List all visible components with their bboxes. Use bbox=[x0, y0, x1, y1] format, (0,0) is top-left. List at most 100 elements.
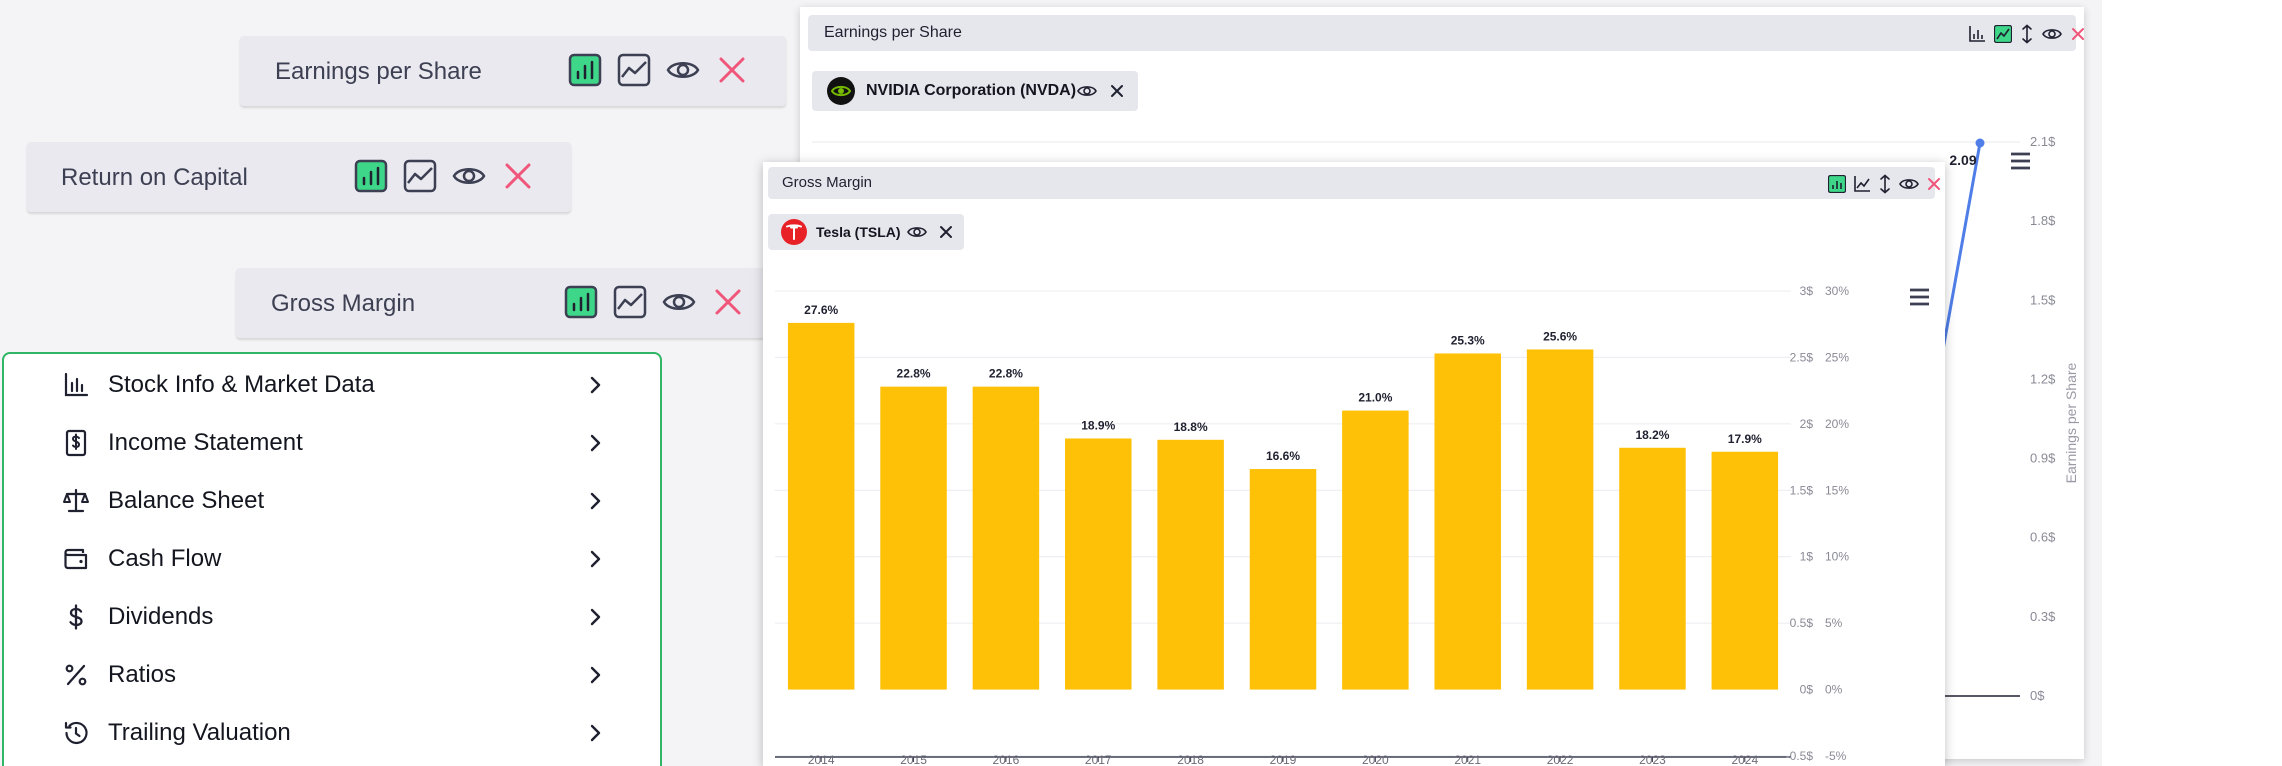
bar-2018[interactable] bbox=[1157, 439, 1224, 690]
y-tick-dollar: 1$ bbox=[1800, 550, 1814, 564]
x-tick-label: 2018 bbox=[1177, 753, 1204, 766]
company-chip-nvda[interactable]: NVIDIA Corporation (NVDA) bbox=[812, 71, 1138, 111]
x-tick-label: 2016 bbox=[993, 753, 1020, 766]
area-chart-toggle-icon[interactable] bbox=[403, 159, 437, 193]
bar-value-label: 25.6% bbox=[1543, 329, 1577, 343]
bar-chart-toggle-icon[interactable] bbox=[1968, 25, 1986, 43]
bar-value-label: 18.8% bbox=[1174, 420, 1208, 434]
bar-2017[interactable] bbox=[1065, 438, 1132, 690]
eps-chart: 2.09 2.1$ 1.8$ 1.5$ 1.2$ 0.9$ 0.6$ 0.3$ 0$ Earn… bbox=[812, 134, 2079, 703]
remove-close-icon[interactable] bbox=[501, 159, 535, 193]
x-tick-label: 2019 bbox=[1270, 753, 1297, 766]
bar-chart-toggle-icon[interactable] bbox=[568, 53, 602, 87]
y-tick-dollar: 2.5$ bbox=[1790, 350, 1814, 364]
tesla-logo-icon bbox=[781, 219, 807, 245]
visibility-eye-icon[interactable] bbox=[1899, 176, 1919, 192]
y-tick-dollar: 0$ bbox=[1800, 683, 1814, 697]
area-chart-toggle-icon[interactable] bbox=[613, 285, 647, 319]
line-chart-toggle-icon[interactable] bbox=[1994, 25, 2012, 43]
visibility-eye-icon[interactable] bbox=[1077, 83, 1097, 99]
remove-close-icon[interactable] bbox=[1110, 84, 1124, 98]
chip-return-on-capital[interactable]: Return on Capital bbox=[27, 142, 571, 212]
hamburger-menu-icon[interactable] bbox=[2011, 152, 2030, 170]
y-tick-percent: 0% bbox=[1825, 683, 1843, 697]
bar-2020[interactable] bbox=[1342, 410, 1409, 690]
chip-label: Return on Capital bbox=[61, 164, 248, 191]
bar-2015[interactable] bbox=[880, 386, 947, 690]
x-tick-label: 2020 bbox=[1362, 753, 1389, 766]
scales-icon bbox=[60, 485, 92, 517]
remove-close-icon[interactable] bbox=[715, 53, 749, 87]
eps-y-tick-label: 1.5$ bbox=[2030, 292, 2056, 307]
visibility-eye-icon[interactable] bbox=[452, 159, 486, 193]
eps-y-tick-label: 1.2$ bbox=[2030, 371, 2056, 386]
bar-2016[interactable] bbox=[972, 386, 1040, 690]
gross-margin-chart: 27.6% 22.8% 22.8% 18.9% 18.8% 16.6% 21.0% 25.3%… bbox=[775, 284, 1929, 766]
remove-close-icon[interactable] bbox=[2070, 26, 2086, 42]
remove-close-icon[interactable] bbox=[711, 285, 745, 319]
bar-chart-toggle-icon[interactable] bbox=[564, 285, 598, 319]
chevron-right-icon bbox=[590, 724, 601, 742]
bar-2023[interactable] bbox=[1619, 447, 1686, 690]
eps-y-tick-label: 1.8$ bbox=[2030, 213, 2056, 228]
x-tick-label: 2023 bbox=[1639, 753, 1666, 766]
wallet-icon bbox=[60, 543, 92, 575]
bar-value-label: 16.6% bbox=[1266, 449, 1300, 463]
area-chart-toggle-icon[interactable] bbox=[617, 53, 651, 87]
y-tick-dollar: 0.5$ bbox=[1790, 616, 1814, 630]
panel-title: Gross Margin bbox=[782, 174, 873, 191]
visibility-eye-icon[interactable] bbox=[666, 53, 700, 87]
chip-earnings-per-share[interactable]: Earnings per Share bbox=[240, 36, 786, 106]
visibility-eye-icon[interactable] bbox=[662, 285, 696, 319]
y-tick-percent: 25% bbox=[1825, 350, 1849, 364]
visibility-eye-icon[interactable] bbox=[2042, 26, 2062, 42]
remove-close-icon[interactable] bbox=[1926, 176, 1942, 192]
x-tick-label: 2024 bbox=[1731, 753, 1758, 766]
company-name: Tesla (TSLA) bbox=[816, 224, 901, 240]
bar-value-label: 22.8% bbox=[989, 367, 1023, 381]
menu-item-label: Dividends bbox=[108, 603, 214, 630]
menu-item-ratios[interactable]: Ratios bbox=[4, 647, 660, 703]
remove-close-icon[interactable] bbox=[939, 225, 953, 239]
company-chip-tsla[interactable]: Tesla (TSLA) bbox=[768, 214, 964, 250]
menu-item-cash-flow[interactable]: Cash Flow bbox=[4, 531, 660, 587]
y-tick-percent: 15% bbox=[1825, 483, 1849, 497]
chip-label: Earnings per Share bbox=[275, 58, 482, 85]
menu-item-dividends[interactable]: Dividends bbox=[4, 589, 660, 645]
bar-value-label: 21.0% bbox=[1358, 391, 1392, 405]
eps-axis-title: Earnings per Share bbox=[2063, 362, 2079, 483]
y-tick-percent: -5% bbox=[1825, 749, 1847, 763]
resize-vertical-icon[interactable] bbox=[2020, 24, 2034, 44]
hamburger-menu-icon[interactable] bbox=[1910, 288, 1929, 306]
chevron-right-icon bbox=[590, 376, 601, 394]
resize-vertical-icon[interactable] bbox=[1878, 174, 1892, 194]
eps-y-tick-label: 0.6$ bbox=[2030, 530, 2056, 545]
bar-2014[interactable] bbox=[787, 322, 855, 690]
y-tick-dollar: 3$ bbox=[1800, 284, 1814, 298]
menu-item-trailing-valuation[interactable]: Trailing Valuation bbox=[4, 705, 660, 761]
menu-item-balance-sheet[interactable]: Balance Sheet bbox=[4, 473, 660, 529]
eps-series-point bbox=[1975, 138, 1985, 148]
bar-value-label: 22.8% bbox=[897, 367, 931, 381]
dollar-icon bbox=[60, 601, 92, 633]
bar-value-label: 18.9% bbox=[1081, 418, 1115, 432]
y-tick-percent: 30% bbox=[1825, 284, 1849, 298]
bar-2022[interactable] bbox=[1526, 349, 1594, 690]
background-strip bbox=[2102, 0, 2282, 766]
line-chart-toggle-icon[interactable] bbox=[1853, 175, 1871, 193]
bar-chart-toggle-icon[interactable] bbox=[354, 159, 388, 193]
bar-2019[interactable] bbox=[1249, 469, 1317, 690]
eps-y-tick-label: 2.1$ bbox=[2030, 134, 2056, 149]
visibility-eye-icon[interactable] bbox=[907, 224, 927, 240]
bar-2024[interactable] bbox=[1711, 451, 1779, 690]
chip-gross-margin[interactable]: Gross Margin bbox=[236, 268, 782, 338]
menu-item-stock-info[interactable]: Stock Info & Market Data bbox=[4, 357, 660, 413]
bar-2021[interactable] bbox=[1434, 353, 1501, 690]
menu-item-income-statement[interactable]: Income Statement bbox=[4, 415, 660, 471]
x-tick-label: 2022 bbox=[1547, 753, 1574, 766]
bar-chart-toggle-icon[interactable] bbox=[1828, 175, 1846, 193]
dollar-document-icon bbox=[60, 427, 92, 459]
menu-item-label: Balance Sheet bbox=[108, 487, 265, 514]
menu-item-label: Cash Flow bbox=[108, 545, 222, 572]
